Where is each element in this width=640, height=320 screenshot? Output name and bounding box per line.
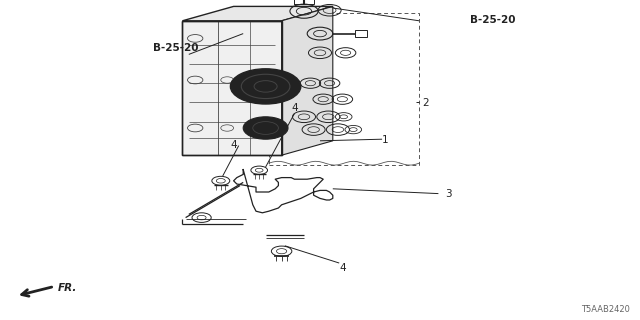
Bar <box>294 0 314 4</box>
Text: 1: 1 <box>382 135 388 145</box>
Text: T5AAB2420: T5AAB2420 <box>582 305 630 314</box>
Circle shape <box>230 69 301 104</box>
Bar <box>269 13 419 165</box>
Polygon shape <box>282 6 333 155</box>
Text: 4: 4 <box>291 103 298 113</box>
Text: 2: 2 <box>422 98 429 108</box>
Bar <box>355 30 367 37</box>
Circle shape <box>243 117 288 139</box>
Text: FR.: FR. <box>58 283 77 293</box>
Bar <box>182 21 282 155</box>
Polygon shape <box>182 6 333 21</box>
Text: 3: 3 <box>445 189 451 199</box>
Text: B-25-20: B-25-20 <box>470 15 516 25</box>
Text: 4: 4 <box>230 140 237 150</box>
Text: 4: 4 <box>339 263 346 273</box>
Bar <box>182 21 282 155</box>
Text: B-25-20: B-25-20 <box>153 43 199 53</box>
